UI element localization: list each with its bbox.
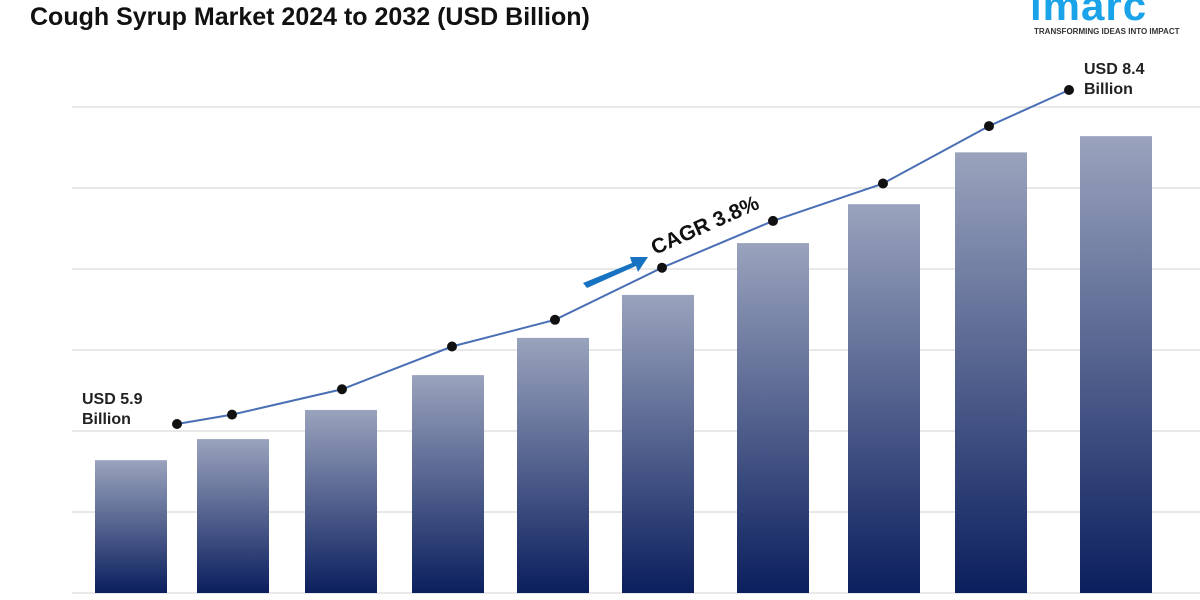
bar (1080, 136, 1152, 593)
trend-point (447, 341, 457, 352)
bar (848, 204, 920, 593)
end-value-label: USD 8.4 Billion (1084, 60, 1144, 100)
bar (955, 152, 1027, 594)
end-value-line2: Billion (1084, 81, 1133, 98)
bar (737, 243, 809, 593)
imarc-logo: imarc (1030, 0, 1148, 29)
cagr-arrow (583, 257, 648, 288)
bar (197, 439, 269, 593)
trend-point (337, 384, 347, 395)
trend-point (768, 215, 778, 226)
start-value-line1: USD 5.9 (82, 391, 143, 408)
trend-point (172, 419, 182, 429)
start-value-label: USD 5.9 Billion (82, 390, 142, 430)
chart-title: Cough Syrup Market 2024 to 2032 (USD Bil… (30, 3, 590, 31)
trend-line (176, 89, 1070, 425)
logo-tagline: TRANSFORMING IDEAS INTO IMPACT (1034, 27, 1180, 36)
trend-point (550, 314, 560, 325)
end-value-line1: USD 8.4 (1084, 61, 1145, 78)
bar (517, 337, 589, 593)
trend-point (657, 262, 667, 273)
bar (305, 409, 377, 593)
bar (412, 375, 484, 593)
trend-point (984, 121, 994, 132)
trend-point (227, 409, 237, 420)
bar (622, 294, 694, 593)
trend-point (1064, 85, 1074, 95)
start-value-line2: Billion (82, 411, 131, 428)
bar (95, 460, 167, 593)
trend-point (878, 178, 888, 189)
